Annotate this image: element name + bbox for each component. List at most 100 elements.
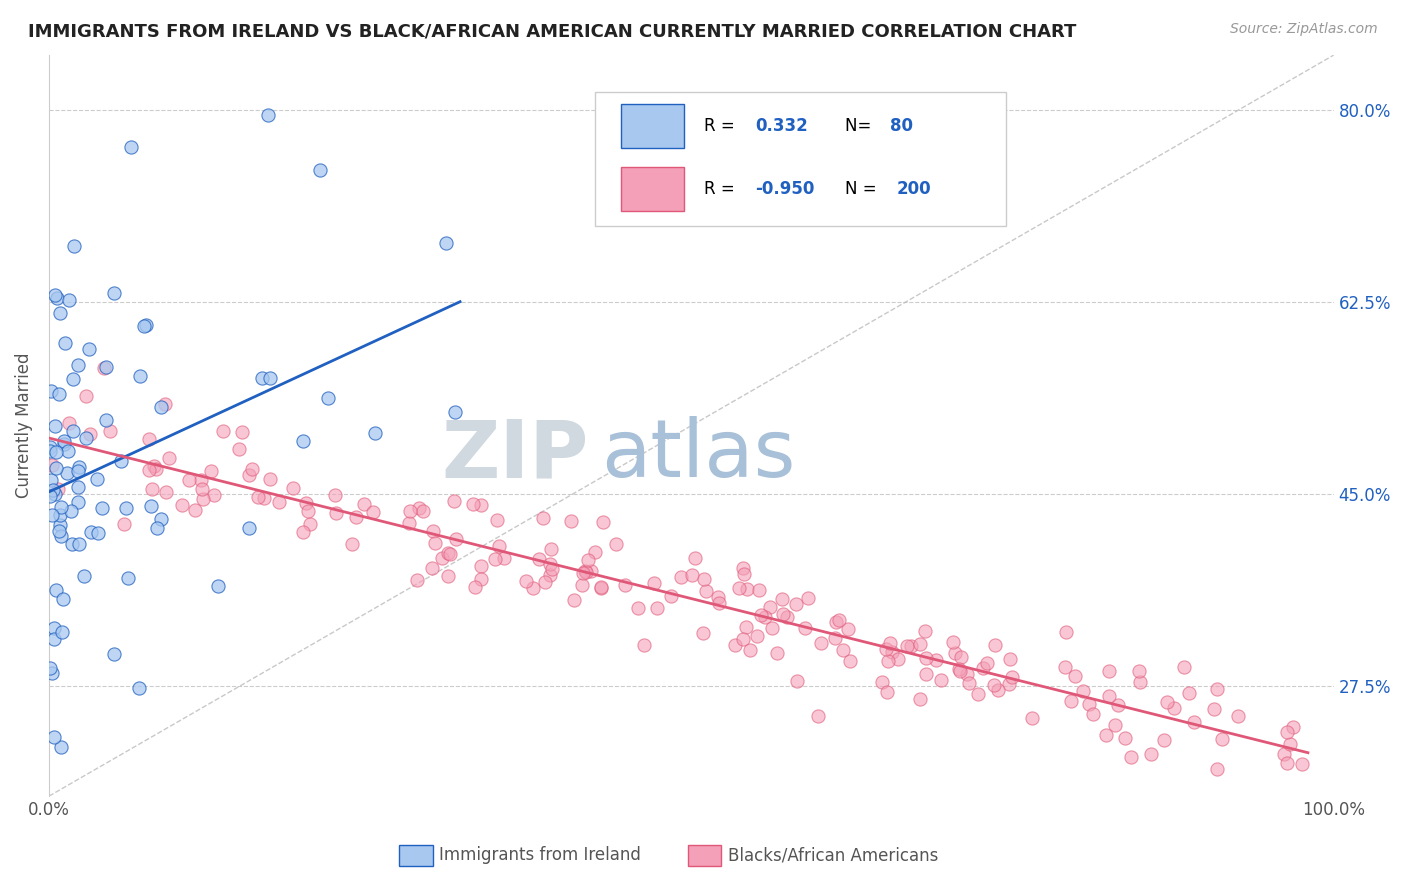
Point [56, 444, 79, 458]
Point [695, 584, 717, 599]
Point [877, 654, 900, 668]
Point [643, 576, 665, 591]
Point [522, 582, 544, 596]
Point [838, 654, 860, 668]
Point [748, 582, 770, 597]
Point [228, 442, 250, 456]
Text: Blacks/African Americans: Blacks/African Americans [728, 847, 939, 864]
Point [48, 387, 70, 401]
Point [1097, 689, 1119, 703]
Point [436, 569, 458, 583]
Point [957, 675, 980, 690]
Point [766, 646, 789, 660]
Point [950, 650, 973, 665]
Point [39, 384, 62, 398]
Point [67, 537, 90, 551]
Point [540, 562, 562, 576]
FancyBboxPatch shape [620, 167, 683, 211]
Point [470, 572, 492, 586]
Point [117, 571, 139, 585]
Point [430, 551, 453, 566]
Point [896, 639, 918, 653]
Point [1173, 660, 1195, 674]
Point [1081, 707, 1104, 722]
Point [443, 494, 465, 508]
Point [832, 642, 855, 657]
Point [93, 360, 115, 375]
Point [110, 454, 132, 468]
Point [44, 621, 66, 635]
Text: Immigrants from Ireland: Immigrants from Ireland [439, 847, 641, 864]
Point [202, 487, 225, 501]
Point [94, 360, 117, 375]
Point [733, 632, 755, 647]
Point [949, 664, 972, 678]
Point [772, 607, 794, 621]
Point [42, 483, 65, 497]
Point [727, 582, 749, 596]
Point [56, 466, 79, 480]
Point [191, 491, 214, 506]
Point [794, 621, 817, 635]
Point [75, 431, 97, 445]
Point [560, 514, 582, 528]
Point [48, 524, 70, 538]
Point [141, 482, 163, 496]
Point [470, 498, 492, 512]
Point [44, 288, 66, 302]
Point [669, 570, 692, 584]
Point [316, 392, 339, 406]
Point [150, 400, 173, 414]
Point [59, 504, 82, 518]
Point [51, 624, 73, 639]
Point [494, 551, 516, 566]
Point [724, 638, 747, 652]
Point [323, 488, 346, 502]
Point [875, 642, 897, 657]
Point [422, 524, 444, 538]
Point [943, 646, 966, 660]
Point [41, 458, 63, 473]
Point [1078, 698, 1101, 712]
Point [53, 437, 76, 451]
Point [876, 685, 898, 699]
Point [925, 653, 948, 667]
Point [707, 596, 730, 610]
Point [987, 683, 1010, 698]
Point [134, 319, 156, 334]
Point [738, 643, 761, 657]
Point [364, 426, 387, 441]
Point [534, 574, 557, 589]
Point [1119, 749, 1142, 764]
Point [574, 564, 596, 578]
Point [238, 521, 260, 535]
Point [67, 459, 90, 474]
Point [342, 537, 364, 551]
Point [39, 489, 62, 503]
Point [589, 580, 612, 594]
Point [48, 306, 70, 320]
Point [770, 592, 793, 607]
Point [398, 503, 420, 517]
Point [486, 513, 509, 527]
Point [146, 521, 169, 535]
Point [488, 540, 510, 554]
Point [190, 473, 212, 487]
Point [443, 405, 465, 419]
Point [914, 650, 936, 665]
Point [470, 559, 492, 574]
Point [44, 632, 66, 646]
Point [49, 739, 72, 754]
Point [1291, 756, 1313, 771]
Point [1098, 664, 1121, 678]
Point [463, 497, 485, 511]
Point [172, 498, 194, 512]
Point [1278, 738, 1301, 752]
Point [983, 678, 1005, 692]
Point [1071, 683, 1094, 698]
Point [115, 500, 138, 515]
Point [870, 674, 893, 689]
Text: ZIP: ZIP [441, 417, 589, 494]
Point [361, 504, 384, 518]
Point [515, 574, 537, 588]
